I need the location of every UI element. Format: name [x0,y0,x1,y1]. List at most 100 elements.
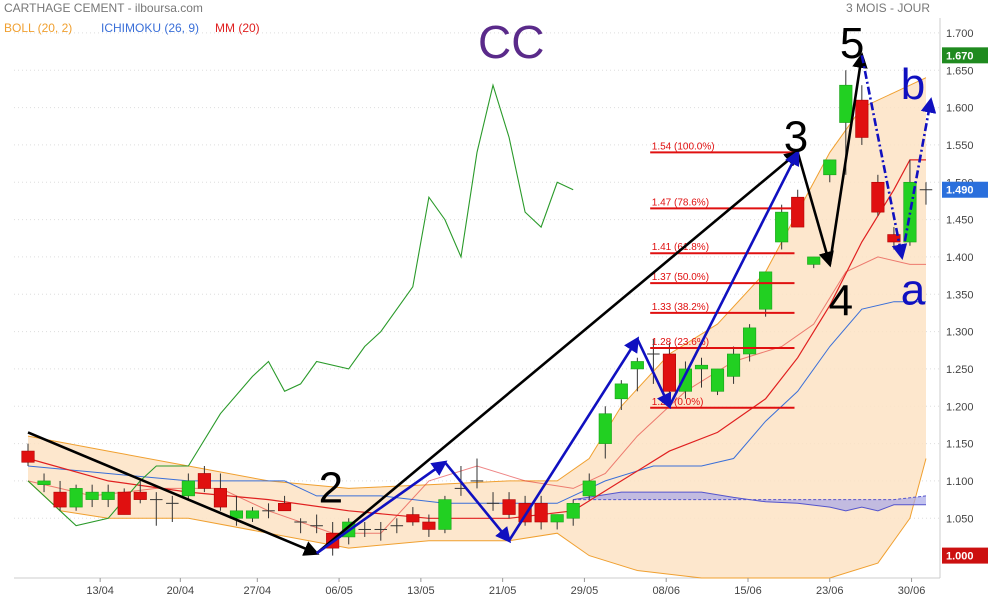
candle-body [598,413,612,444]
moving-average [27,159,926,519]
candle-body [406,514,420,523]
fib-label: 1.41 (61.8%) [652,242,709,253]
candle-body [759,271,773,310]
chart-big-label: CC [478,16,544,68]
candle-body [614,383,628,400]
date-tick-label: 13/04 [86,585,114,597]
kumo-fill [573,492,926,511]
wave-line-blue [636,338,672,410]
price-tick-label: 1.250 [946,364,974,376]
candle-body [678,368,693,392]
candle-body [582,480,596,497]
price-axis: 1.7001.6501.6001.5501.5001.4501.4001.350… [942,28,988,564]
ichimoku-cloud [573,491,927,512]
wave-line-blue [443,461,512,544]
fibonacci-levels: 1.54 (100.0%) 1.47 (78.6%) 1.41 (61.8%) 1.3… [650,141,795,409]
senkou-a [573,495,927,501]
date-tick-label: 20/04 [167,585,195,597]
candle-body [181,480,195,497]
candle-body [69,488,83,508]
candle-body [630,361,644,370]
candle-body [887,234,901,243]
wave-line-black [27,431,320,556]
price-tick-label: 1.650 [946,65,974,77]
candle-body [694,364,709,370]
date-tick-label: 06/05 [325,585,353,597]
price-tick-label: 1.700 [946,28,974,40]
chikou-span [27,83,574,527]
candle-body [117,491,131,515]
candle-body [710,368,725,392]
price-tick-label: 1.550 [946,140,974,152]
wave-line-blue-dashed [900,97,937,258]
date-tick-label: 08/06 [652,585,680,597]
price-tick-label: 1.600 [946,103,974,115]
candle-body [245,510,260,519]
candle-body [839,84,853,123]
candle-body [662,353,676,392]
candle-body [422,521,436,530]
last-price-tag-bg [942,181,988,198]
legend-item: BOLL (20, 2) [4,21,72,35]
price-tick-label: 1.450 [946,215,974,227]
candle-body [133,491,147,500]
date-tick-label: 23/06 [816,585,844,597]
candle-body [823,159,837,176]
price-tick-label: 1.300 [946,327,974,339]
wave-line-black [828,52,868,265]
bollinger-lower [27,458,927,579]
fib-label: 1.37 (50.0%) [652,272,709,283]
candle-body [534,503,548,523]
price-tick-label: 1.050 [946,513,974,525]
legend-item: MM (20) [215,21,260,35]
wave-line-black [796,152,834,268]
date-tick-label: 29/05 [571,585,599,597]
date-tick-label: 30/06 [898,585,926,597]
candle-body [807,256,821,265]
wave-line-blue [668,149,800,407]
price-tick-label: 1.150 [946,439,974,451]
wave-line-blue [507,336,640,542]
candle-body [727,353,741,377]
candle-body [85,491,99,500]
wave-line-blue [315,460,448,555]
wave-line-blue-dashed [860,55,908,260]
wave-annotations: 2 3 4 5 a b [27,19,937,556]
candle-body [566,503,580,519]
candle-body [101,491,115,500]
wave-line-black [315,150,801,555]
candle-body [213,488,227,508]
wave-label: b [901,60,925,109]
bollinger-fill [28,77,926,578]
fib-label: 1.54 (100.0%) [652,141,715,152]
legend-item: ICHIMOKU (26, 9) [101,21,199,35]
date-tick-label: 21/05 [489,585,517,597]
candles [21,70,933,556]
price-tick-label: 1.200 [946,401,974,413]
candle-body [438,499,452,530]
date-axis: 13/04 20/04 27/04 06/05 13/05 21/05 29/05 08/06… [86,578,925,597]
wave-label: 4 [829,277,853,326]
wave-label: 2 [319,463,343,512]
fib-label: 1.47 (78.6%) [652,197,709,208]
indicator-legend: BOLL (20, 2) ICHIMOKU (26, 9) MM (20) [4,21,260,35]
low-price-tag: 1.000 [946,551,974,563]
price-tick-label: 1.400 [946,252,974,264]
date-tick-label: 15/06 [734,585,762,597]
candle-body [518,503,532,523]
low-price-tag-bg [942,547,988,564]
last-price-tag: 1.490 [946,185,974,197]
candle-body [53,491,67,508]
price-tick-label: 1.350 [946,289,974,301]
wave-label: 5 [840,19,864,68]
fib-label: 1.20 (0.0%) [652,397,704,408]
price-tick-label: 1.100 [946,476,974,488]
candle-body [871,181,885,213]
wave-label: 3 [784,112,808,161]
fib-label: 1.28 (23.6%) [652,337,709,348]
candle-body [855,99,869,138]
high-price-tag: 1.670 [946,50,974,62]
period-label: 3 MOIS - JOUR [846,1,930,15]
candle-body [743,327,757,355]
